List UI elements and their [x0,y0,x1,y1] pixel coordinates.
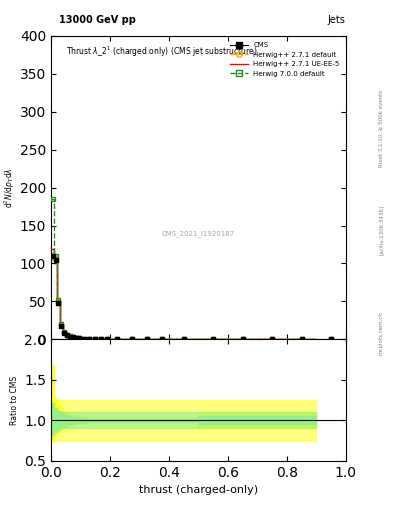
X-axis label: thrust (charged-only): thrust (charged-only) [139,485,258,495]
Legend: CMS, Herwig++ 2.7.1 default, Herwig++ 2.7.1 UE-EE-5, Herwig 7.0.0 default: CMS, Herwig++ 2.7.1 default, Herwig++ 2.… [228,39,342,79]
Y-axis label: $\frac{1}{\mathrm{d}N/\mathrm{d}p_T}$
$\mathrm{d}^2N / \mathrm{d}p_T \mathrm{d}\: $\frac{1}{\mathrm{d}N/\mathrm{d}p_T}$ $\… [0,167,17,208]
Text: Thrust $\lambda\_2^1$ (charged only) (CMS jet substructure): Thrust $\lambda\_2^1$ (charged only) (CM… [66,45,257,59]
Text: Jets: Jets [328,15,346,25]
Y-axis label: Ratio to CMS: Ratio to CMS [10,375,19,424]
Text: [arXiv:1306.3436]: [arXiv:1306.3436] [379,205,384,255]
Text: 13000 GeV pp: 13000 GeV pp [59,15,136,25]
Text: mcplots.cern.ch: mcplots.cern.ch [379,311,384,355]
Text: Rivet 3.1.10, ≥ 500k events: Rivet 3.1.10, ≥ 500k events [379,90,384,166]
Text: CMS_2021_I1920187: CMS_2021_I1920187 [162,230,235,237]
